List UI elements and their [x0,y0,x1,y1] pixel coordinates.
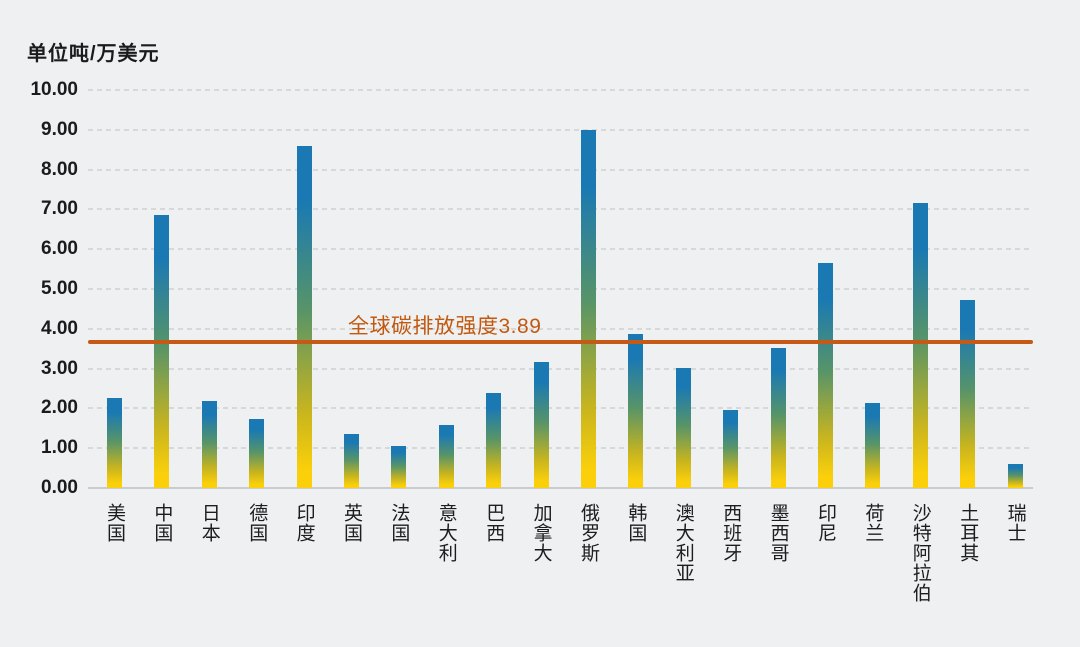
gridline [88,447,1033,450]
bar-column [391,446,407,488]
y-axis-tick-label: 4.00 [41,317,78,339]
bar-column [249,419,265,488]
bar-column [960,300,976,488]
reference-line-label: 全球碳排放强度3.89 [348,314,542,338]
bar-column [818,263,833,488]
x-axis-label: 美国 [104,503,125,543]
gridline [88,327,1033,330]
y-axis-tick-label: 8.00 [41,158,78,180]
reference-line [88,339,1033,344]
gridline [88,407,1033,410]
gridline [88,367,1033,370]
chart-unit-label: 单位吨/万美元 [27,43,160,65]
y-axis-tick-label: 10.00 [30,79,78,100]
bar-column [154,215,170,488]
bar-column [675,367,691,488]
bar-column [344,434,359,488]
y-axis-tick-label: 5.00 [41,278,78,299]
x-axis-label: 巴西 [483,503,505,543]
x-axis-label: 土耳其 [957,503,979,563]
y-axis-tick-label: 1.00 [41,437,78,459]
x-axis-label: 墨西哥 [767,503,789,563]
bar-column [770,347,786,488]
x-axis-label: 英国 [341,503,362,543]
y-axis-tick-label: 9.00 [41,118,78,140]
x-axis-label: 荷兰 [862,503,884,543]
bar-column [201,400,217,488]
bar-column [723,409,739,488]
gridline [88,168,1033,171]
x-axis-label: 韩国 [625,503,647,543]
y-axis-tick-label: 7.00 [41,198,78,220]
x-axis-label: 德国 [246,503,268,543]
gridline [88,128,1033,131]
bar-column [912,202,928,488]
bar-column [581,129,596,488]
y-axis-tick-label: 2.00 [41,397,78,419]
bar-column [1007,464,1023,488]
x-axis-label: 印尼 [815,503,836,543]
x-axis-label: 沙特阿拉伯 [909,503,931,603]
y-axis-tick-label: 3.00 [41,357,78,379]
x-axis-label: 加拿大 [530,503,552,563]
gridline [88,89,1033,91]
bar-column [107,397,122,488]
bar-column [533,362,549,488]
gridline [88,248,1033,251]
bar-column [486,393,502,488]
x-axis-label: 俄罗斯 [578,503,599,563]
gridline [88,208,1033,211]
y-axis-tick-label: 6.00 [41,238,78,260]
bar-column [628,334,644,488]
x-axis-label: 法国 [388,503,410,543]
y-axis-tick-label: 0.00 [41,477,78,498]
x-axis-label: 瑞士 [1004,503,1026,543]
x-axis-label: 日本 [198,503,220,543]
x-axis-label: 印度 [293,503,315,543]
gridline [88,288,1033,290]
x-axis-label: 中国 [151,503,173,543]
bar-column [438,425,454,488]
x-axis-label: 意大利 [435,503,457,563]
x-axis-baseline [88,487,1033,489]
x-axis-label: 西班牙 [720,503,742,563]
bar-column [865,402,881,488]
x-axis-label: 澳大利亚 [672,503,694,583]
bar-column [296,145,312,488]
